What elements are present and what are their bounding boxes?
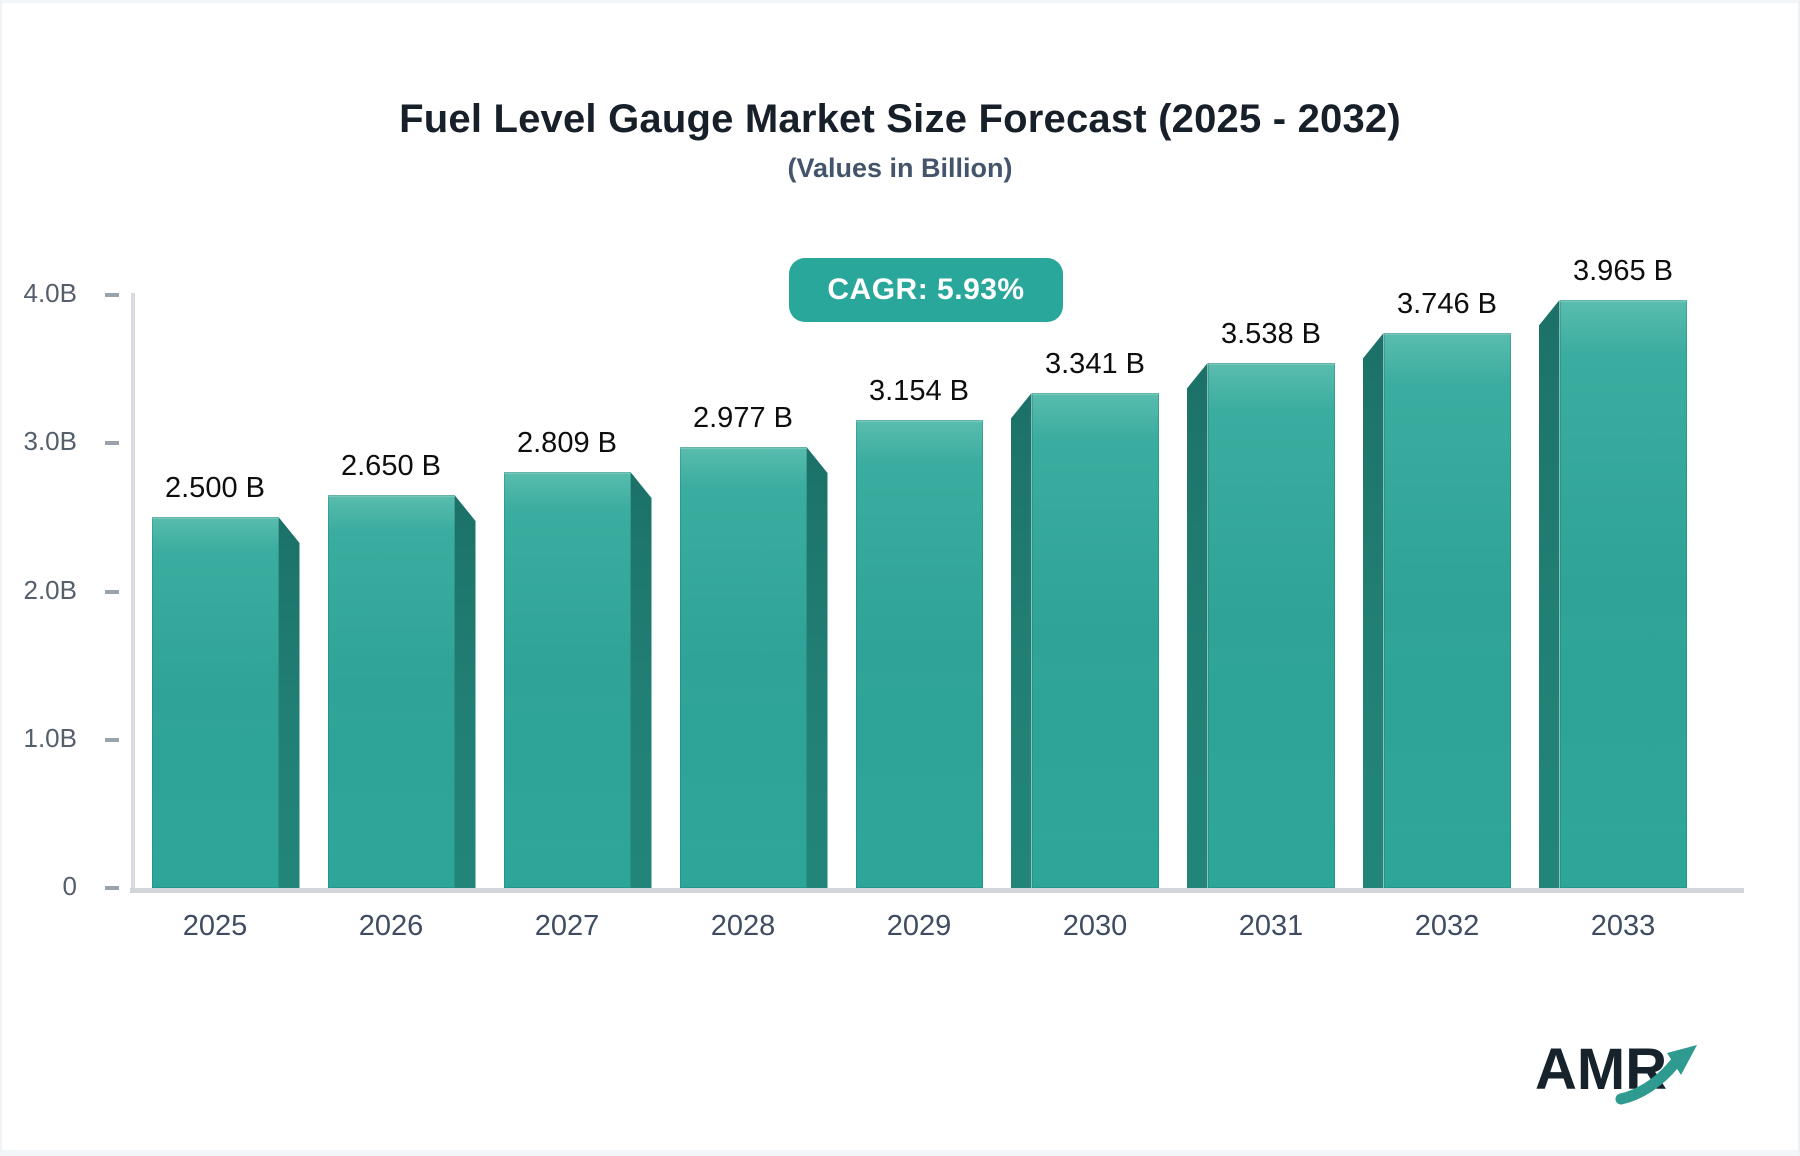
bar-3d-side	[1186, 363, 1208, 888]
x-axis-label: 2031	[1238, 910, 1304, 942]
bar-2031	[1207, 363, 1335, 888]
bar-3d-side	[1362, 333, 1384, 888]
bar-3d-side	[806, 447, 828, 888]
y-tick-mark	[105, 737, 119, 742]
trend-up-arrow-icon	[1615, 1057, 1681, 1105]
y-tick-label: 1.0B	[23, 722, 78, 753]
bar-value-label: 3.965 B	[1573, 255, 1673, 287]
x-axis-label: 2032	[1414, 910, 1480, 942]
x-axis-label: 2033	[1590, 910, 1656, 942]
bar-value-label: 2.500 B	[165, 472, 265, 504]
y-tick-label: 4.0B	[23, 278, 78, 308]
bar-3d-side	[630, 472, 652, 888]
bar-3d-side	[1538, 300, 1560, 888]
bar-2032	[1383, 333, 1511, 888]
bar-3d-side	[278, 517, 300, 888]
y-tick-label: 0	[62, 871, 77, 901]
bar-chart-plot-area: 0 1.0B 2.0B 3.0B 4.0B 2.500 B 2025 2.650 B 2026 2…	[24, 255, 1744, 942]
x-axis-label: 2025	[182, 910, 248, 942]
bar-3d-side	[1010, 393, 1032, 888]
x-axis-label: 2029	[886, 910, 952, 942]
y-tick-mark	[105, 589, 119, 594]
bar-value-label: 3.538 B	[1221, 318, 1321, 350]
y-tick-mark	[105, 886, 119, 890]
x-axis-baseline	[130, 888, 1744, 893]
y-tick-mark	[105, 441, 119, 446]
bar-2027	[503, 472, 631, 888]
chart-title: Fuel Level Gauge Market Size Forecast (2…	[399, 97, 1401, 141]
bar-2029	[855, 420, 983, 888]
bar-2033	[1559, 300, 1687, 888]
y-tick-mark	[105, 293, 119, 297]
bar-2028	[679, 447, 807, 888]
bar-2030	[1031, 393, 1159, 888]
amr-logo-graphic: AMR	[1535, 1037, 1697, 1105]
chart-subtitle: (Values in Billion)	[787, 153, 1013, 183]
x-axis-label: 2028	[710, 910, 776, 942]
x-axis-label: 2027	[534, 910, 600, 942]
trend-up-arrowhead-icon	[1667, 1045, 1697, 1075]
y-tick-label: 2.0B	[23, 574, 78, 605]
cagr-badge-label: CAGR: 5.93%	[827, 273, 1025, 306]
bar-2026	[327, 495, 455, 888]
bar-value-label: 3.341 B	[1045, 348, 1145, 380]
bar-value-label: 2.809 B	[517, 427, 617, 459]
bar-value-label: 3.154 B	[869, 375, 969, 407]
y-axis-line	[131, 293, 135, 888]
cagr-badge: CAGR: 5.93%	[789, 258, 1063, 322]
x-axis-label: 2030	[1062, 910, 1128, 942]
y-tick-label: 3.0B	[23, 426, 78, 457]
bar-value-label: 3.746 B	[1397, 288, 1497, 320]
amr-logo: AMR	[1535, 1033, 1780, 1145]
bar-value-label: 2.977 B	[693, 402, 793, 434]
bar-3d-side	[454, 495, 476, 888]
x-axis-label: 2026	[358, 910, 424, 942]
bar-value-label: 2.650 B	[341, 450, 441, 482]
bar-2025	[151, 517, 279, 888]
